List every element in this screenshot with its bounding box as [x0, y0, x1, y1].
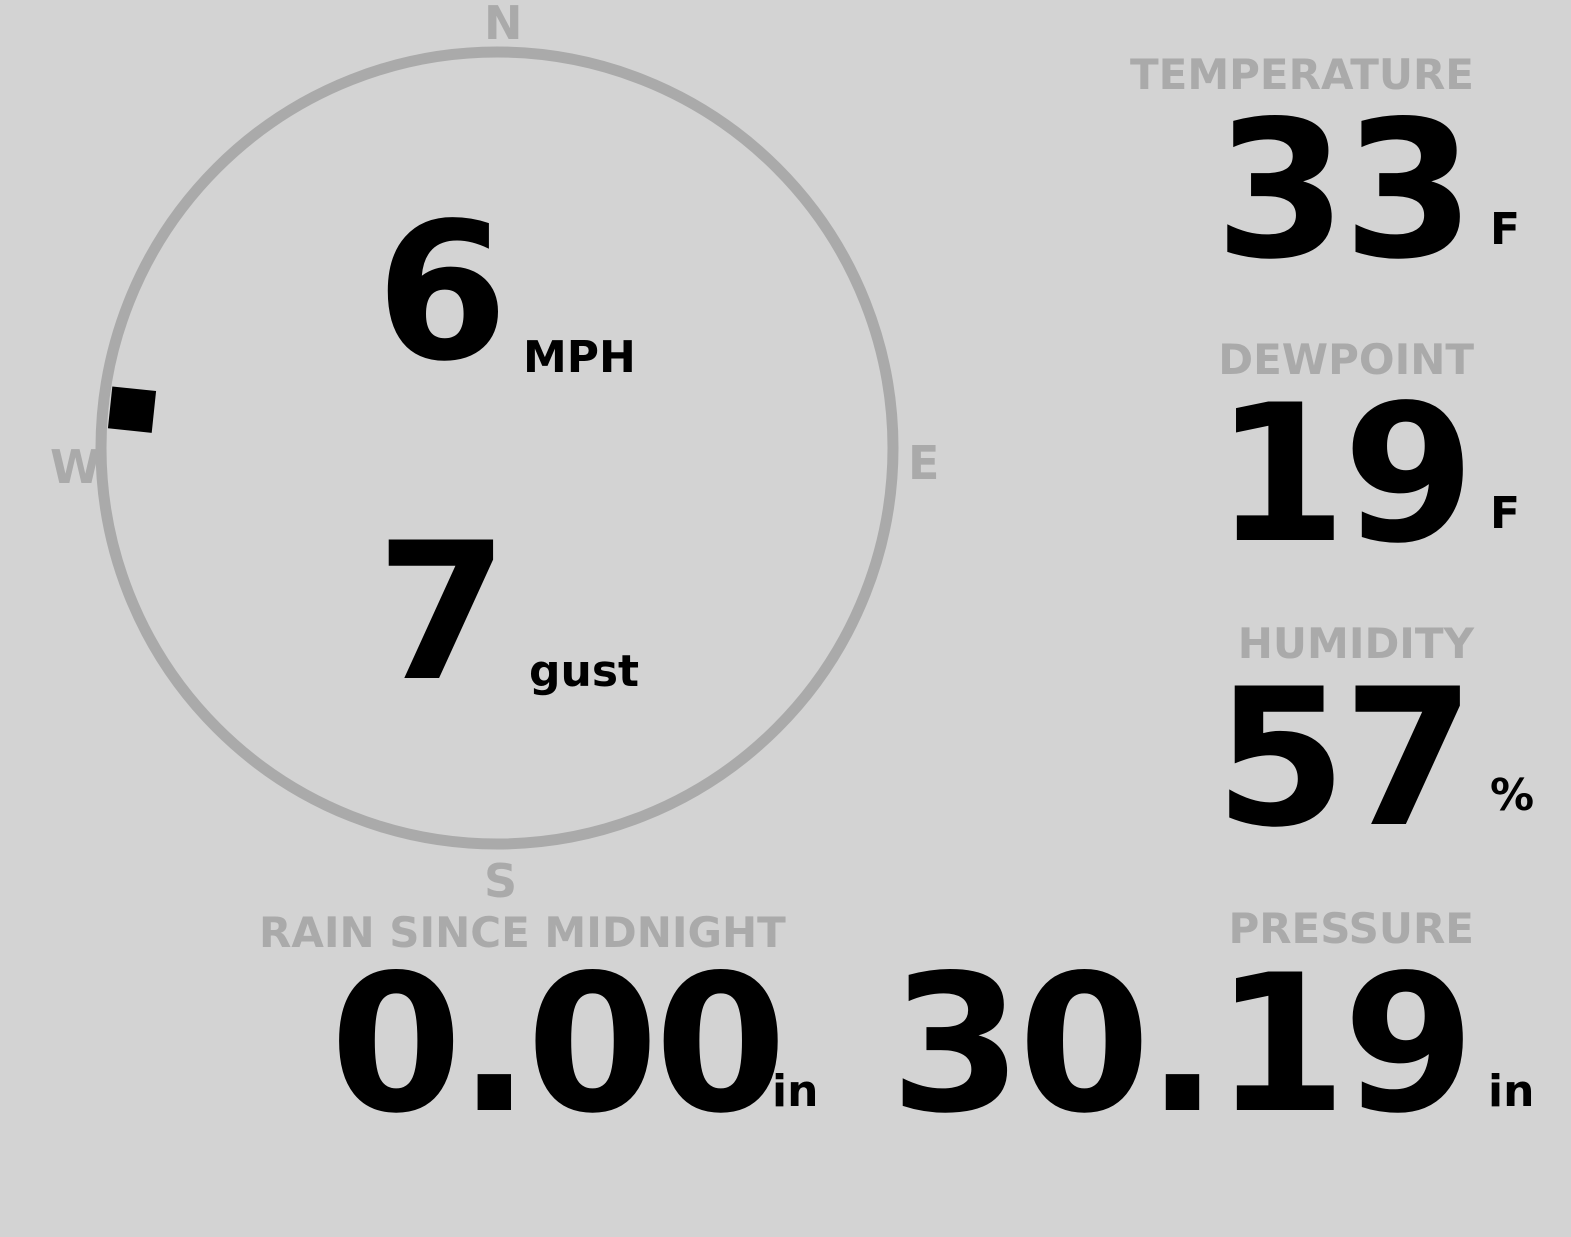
compass-ring: [95, 46, 899, 850]
pressure-label: PRESSURE: [1228, 904, 1474, 953]
humidity-value: 57: [1214, 648, 1475, 869]
dewpoint-unit: F: [1490, 488, 1521, 539]
wind-gust: 7: [376, 502, 508, 723]
wind-gust-unit: gust: [529, 646, 640, 697]
pressure-value: 30.19: [890, 934, 1475, 1155]
wind-compass: [95, 46, 899, 850]
compass-south: S: [484, 854, 518, 908]
temperature-value: 33: [1214, 80, 1475, 301]
dewpoint-label: DEWPOINT: [1218, 335, 1474, 384]
humidity-card: HUMIDITY: [1238, 619, 1474, 668]
compass-north: N: [484, 0, 523, 50]
temperature-label: TEMPERATURE: [1130, 50, 1474, 99]
wind-speed: 6: [376, 182, 508, 403]
rain-unit: in: [772, 1066, 819, 1117]
pressure-card: PRESSURE: [1228, 904, 1474, 953]
rain-value: 0.00: [330, 934, 787, 1155]
wind-direction-marker: [107, 386, 157, 433]
rain-label: RAIN SINCE MIDNIGHT: [259, 908, 786, 957]
compass-east: E: [908, 436, 940, 490]
pressure-unit: in: [1488, 1066, 1535, 1117]
humidity-label: HUMIDITY: [1237, 619, 1474, 668]
compass-west: W: [50, 440, 101, 494]
temperature-unit: F: [1490, 204, 1521, 255]
dewpoint-value: 19: [1214, 364, 1475, 585]
wind-speed-unit: MPH: [523, 332, 636, 383]
dewpoint-card: DEWPOINT: [1218, 335, 1474, 384]
temperature-card: TEMPERATURE: [1130, 50, 1474, 99]
humidity-unit: %: [1490, 770, 1535, 821]
